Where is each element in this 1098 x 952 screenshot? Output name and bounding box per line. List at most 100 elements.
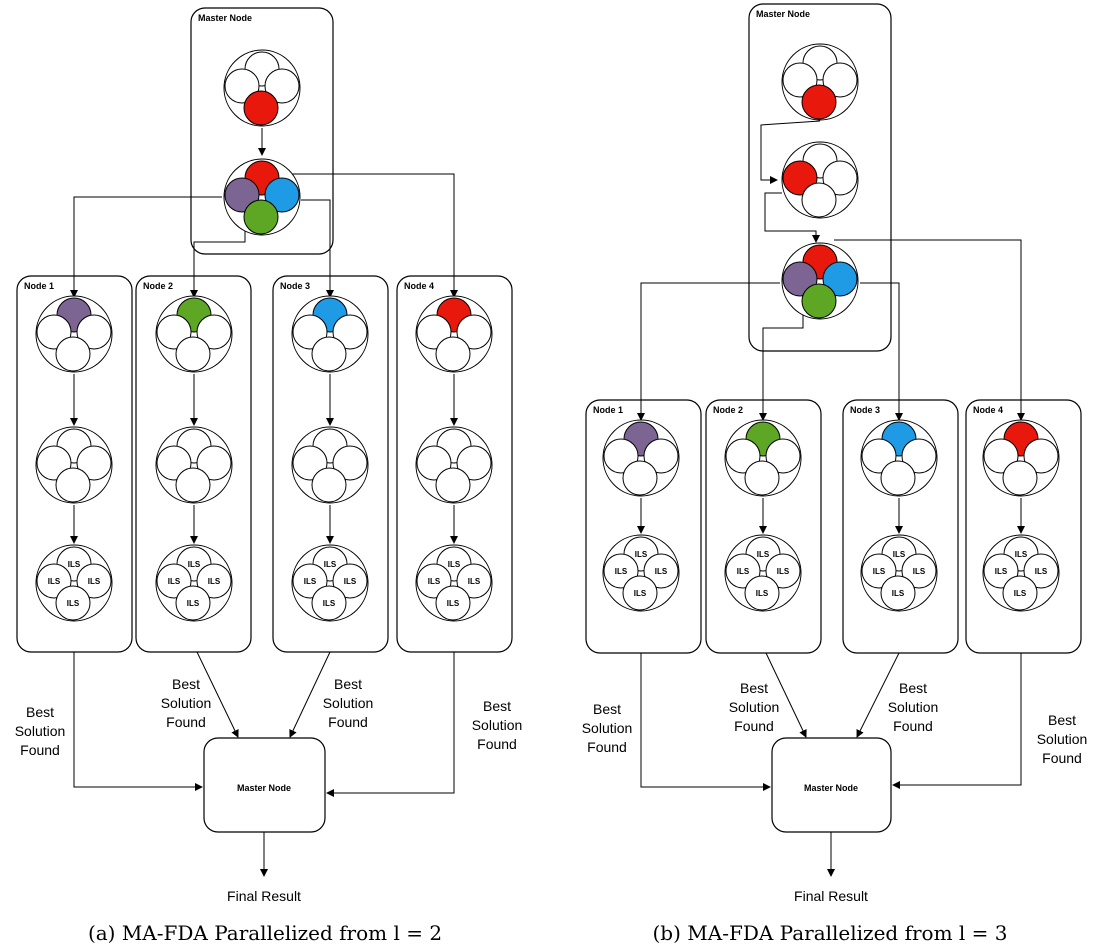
b-edge-to-node4 (834, 239, 1025, 421)
a-node2-pop-3-right-ils-label: ILS (208, 577, 221, 586)
b-node2-pop-2-right-circle (765, 553, 801, 589)
b-ann2-solution: Solution (729, 699, 780, 715)
a-node2-pop-2 (155, 426, 233, 504)
b-node2-pop-2: ILS ILS ILS ILS (724, 534, 802, 612)
b-node3-pop-1-bottom-circle (880, 460, 916, 496)
a-node3-pop-1 (291, 295, 369, 373)
b-node1-pop-2-left-ils-label: ILS (615, 567, 628, 576)
a-edge-node3-final (289, 651, 331, 738)
a-node4-pop-3-bottom-circle (435, 585, 471, 621)
b-master-pop-1-bottom-circle (801, 84, 837, 120)
a-node1-pop-1-bottom-circle (55, 336, 91, 372)
a-node3-pop-1-right-circle (332, 314, 368, 350)
a-master-pop-2-right-circle (264, 177, 300, 213)
b-ann4-solution: Solution (1037, 731, 1088, 747)
a-node4-pop-1-bottom-circle (435, 336, 471, 372)
a-node3-pop-1-bottom-circle (311, 336, 347, 372)
b-node4-pop-2: ILS ILS ILS ILS (982, 534, 1060, 612)
b-node4-pop-1 (982, 419, 1060, 497)
a-node1-pop-2-bottom-circle (55, 467, 91, 503)
a-node1-pop-1 (35, 295, 113, 373)
a-node4-pop-1-right-circle (456, 314, 492, 350)
a-node1-pop-3-left-ils-label: ILS (48, 577, 61, 586)
a-master-pop-2-bottom-circle (243, 199, 279, 235)
a-master-pop-1 (223, 49, 301, 127)
b-ann2-best: Best (740, 680, 768, 696)
b-edge-master-2-3 (764, 192, 820, 243)
b-edge-master-1-2 (760, 120, 821, 184)
a-node4-pop-2-bottom-circle (435, 467, 471, 503)
b-node2-pop-1 (724, 419, 802, 497)
a-node2-pop-3-bottom-ils-label: ILS (187, 599, 200, 608)
a-ann3-best: Best (334, 676, 362, 692)
a-node3-pop-2 (291, 426, 369, 504)
a-ann4-best: Best (483, 698, 511, 714)
a-ann3-found: Found (328, 714, 368, 730)
a-ann3-solution: Solution (323, 695, 374, 711)
a-node1-pop-3-right-circle (76, 563, 112, 599)
a-node1-pop-3-bottom-ils-label: ILS (67, 599, 80, 608)
b-ann3-found: Found (893, 718, 933, 734)
b-node1-pop-1 (602, 419, 680, 497)
caption-a: (a) MA-FDA Parallelized from l = 2 (88, 921, 442, 945)
b-final-result-label: Final Result (794, 888, 868, 904)
b-node1-pop-2-top-ils-label: ILS (635, 550, 648, 559)
a-node1-box-label: Node 1 (24, 281, 54, 291)
b-node3-pop-1-right-circle (901, 438, 937, 474)
a-node1-pop-3-bottom-circle (55, 585, 91, 621)
edges-layer (70, 120, 1025, 877)
b-node4-pop-2-bottom-circle (1002, 575, 1038, 611)
b-final-master-label: Master Node (804, 783, 858, 793)
a-node4-pop-3-bottom-ils-label: ILS (447, 599, 460, 608)
b-node2-box-label: Node 2 (713, 405, 743, 415)
b-node1-pop-1-right-circle (643, 438, 679, 474)
a-node2-pop-2-bottom-circle (175, 467, 211, 503)
b-node1-pop-2-right-ils-label: ILS (655, 567, 668, 576)
b-node3-box-label: Node 3 (850, 405, 880, 415)
a-node1-pop-3: ILS ILS ILS ILS (35, 544, 113, 622)
a-edge-to-node1 (70, 196, 222, 298)
b-edge-node2-final (765, 652, 807, 738)
a-node2-pop-3-left-ils-label: ILS (168, 577, 181, 586)
a-ann1-solution: Solution (15, 723, 66, 739)
a-node3-pop-3-bottom-ils-label: ILS (323, 599, 336, 608)
b-edge-to-node3 (860, 282, 903, 421)
b-node4-pop-2-top-ils-label: ILS (1015, 550, 1028, 559)
caption-b: (b) MA-FDA Parallelized from l = 3 (653, 921, 1008, 945)
a-node1-pop-2-right-circle (76, 445, 112, 481)
b-node2-pop-2-top-ils-label: ILS (757, 550, 770, 559)
a-edge-node2-final (196, 651, 239, 738)
b-master-pop-3-bottom-circle (801, 283, 837, 319)
b-edge-node3-final (856, 652, 900, 738)
b-node4-pop-2-left-ils-label: ILS (995, 567, 1008, 576)
a-node3-pop-3-left-ils-label: ILS (304, 577, 317, 586)
a-edge-node4-final (326, 652, 455, 797)
a-node3-pop-3-right-ils-label: ILS (344, 577, 357, 586)
a-ann1-found: Found (20, 742, 60, 758)
a-node3-pop-3-bottom-circle (311, 585, 347, 621)
a-node2-pop-3-top-ils-label: ILS (188, 560, 201, 569)
b-node1-pop-2-bottom-circle (622, 575, 658, 611)
a-node2-pop-3-right-circle (196, 563, 232, 599)
b-node4-pop-2-bottom-ils-label: ILS (1014, 589, 1027, 598)
b-ann3-best: Best (899, 680, 927, 696)
a-node4-pop-3-top-ils-label: ILS (448, 560, 461, 569)
a-master-pop-1-right-circle (264, 68, 300, 104)
b-node4-pop-2-right-ils-label: ILS (1035, 567, 1048, 576)
a-node4-pop-3-left-ils-label: ILS (428, 577, 441, 586)
b-node2-pop-2-right-ils-label: ILS (777, 567, 790, 576)
a-node4-pop-3-right-ils-label: ILS (468, 577, 481, 586)
b-node4-box-label: Node 4 (973, 405, 1003, 415)
a-node2-pop-1-right-circle (196, 314, 232, 350)
b-ann1-solution: Solution (582, 720, 633, 736)
b-master-pop-3-right-circle (822, 261, 858, 297)
a-node4-pop-1 (415, 295, 493, 373)
b-node2-pop-1-right-circle (765, 438, 801, 474)
b-node1-pop-1-bottom-circle (622, 460, 658, 496)
a-ann2-best: Best (172, 676, 200, 692)
b-ann4-best: Best (1048, 712, 1076, 728)
a-node2-pop-2-right-circle (196, 445, 232, 481)
b-master-pop-2-bottom-circle (801, 182, 837, 218)
b-node2-pop-2-left-ils-label: ILS (737, 567, 750, 576)
a-edge-to-node4 (275, 173, 458, 298)
